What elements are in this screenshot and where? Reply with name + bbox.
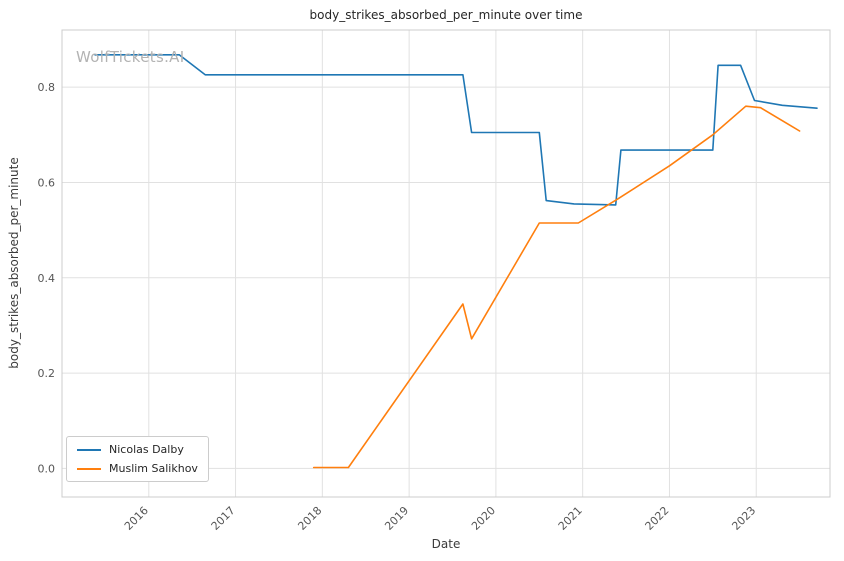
watermark: WolfTickets.AI <box>76 48 185 66</box>
x-tick-label: 2021 <box>556 504 585 533</box>
x-tick-label: 2017 <box>209 504 238 533</box>
legend-item-muslim-salikhov: Muslim Salikhov <box>77 462 198 475</box>
x-tick-label: 2020 <box>469 504 498 533</box>
chart-title: body_strikes_absorbed_per_minute over ti… <box>309 8 583 22</box>
x-tick-label: 2022 <box>643 504 672 533</box>
y-tick-label: 0.6 <box>38 176 56 189</box>
x-tick-label: 2023 <box>729 504 758 533</box>
legend-line-swatch-orange <box>77 467 101 470</box>
legend-item-nicolas-dalby: Nicolas Dalby <box>77 443 198 456</box>
plot-border <box>61 29 831 498</box>
x-axis-label: Date <box>431 537 461 551</box>
x-tick-label: 2019 <box>382 504 411 533</box>
legend-line-swatch-blue <box>77 448 101 451</box>
y-tick-label: 0.0 <box>38 462 56 475</box>
x-tick-label: 2016 <box>122 504 151 533</box>
legend-label: Muslim Salikhov <box>109 462 198 475</box>
y-tick-label: 0.4 <box>38 272 56 285</box>
legend-label: Nicolas Dalby <box>109 443 184 456</box>
y-tick-label: 0.2 <box>38 367 56 380</box>
y-axis-label: body_strikes_absorbed_per_minute <box>7 157 21 369</box>
series-line <box>312 105 801 469</box>
x-tick-label: 2018 <box>295 504 324 533</box>
legend: Nicolas Dalby Muslim Salikhov <box>66 436 209 482</box>
y-tick-label: 0.8 <box>38 81 56 94</box>
series-line <box>94 53 818 206</box>
